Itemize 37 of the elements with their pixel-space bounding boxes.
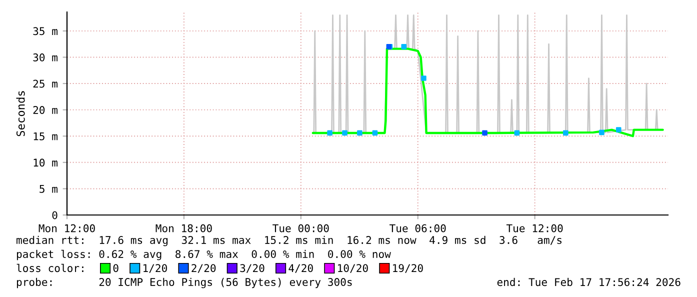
x-tick-label: Mon 12:00 [38,224,95,232]
text: end: Tue Feb 17 17:56:24 2026 [497,278,680,286]
legend-label: 19/20 [393,264,423,273]
legend-label: 0 [113,264,118,272]
x-tick-label: Tue 00:00 [272,224,329,232]
text: packet loss: 0.62 % avg 8.67 % max 0.00 % min 0.00 % now [16,250,391,260]
point [327,130,332,136]
point [342,130,348,136]
point [563,130,568,136]
y-tick-label: 10 m [34,158,58,167]
y-tick-label: 20 m [33,106,58,114]
y-tick-label: 5 m [40,185,58,193]
point [372,130,378,136]
legend-label: 1/20 [144,264,167,273]
legend-label: 4/20 [288,264,313,273]
y-tick-label: 15 m [34,132,58,140]
text: median rtt: 17.6 ms avg 32.1 ms max 15.2 ms min 16.2 ms now 4.9 ms sd 3.6 am/s [16,236,562,246]
point [514,130,520,136]
point [599,130,604,136]
point [616,127,622,132]
x-tick-label: Tue 06:00 [390,224,446,232]
legend-title: loss color: [16,264,84,272]
y-tick-label: 0 [52,211,58,220]
y-axis-title: Seconds [16,91,25,136]
point [401,44,407,50]
y-tick-label: 35 m [33,27,58,36]
point [421,76,426,81]
x-tick-label: Tue 12:00 [506,224,563,232]
x-tick-label: Mon 18:00 [156,224,212,232]
text: probe: 20 ICMP Echo Pings (56 Bytes) every 300s [16,278,352,288]
point [357,130,362,136]
y-tick-label: 25 m [33,80,58,88]
legend-label: 2/20 [192,264,216,273]
legend-label: 3/20 [240,264,264,273]
y-tick-label: 30 m [33,53,58,62]
point [482,130,488,136]
legend-label: 10/20 [338,264,368,273]
